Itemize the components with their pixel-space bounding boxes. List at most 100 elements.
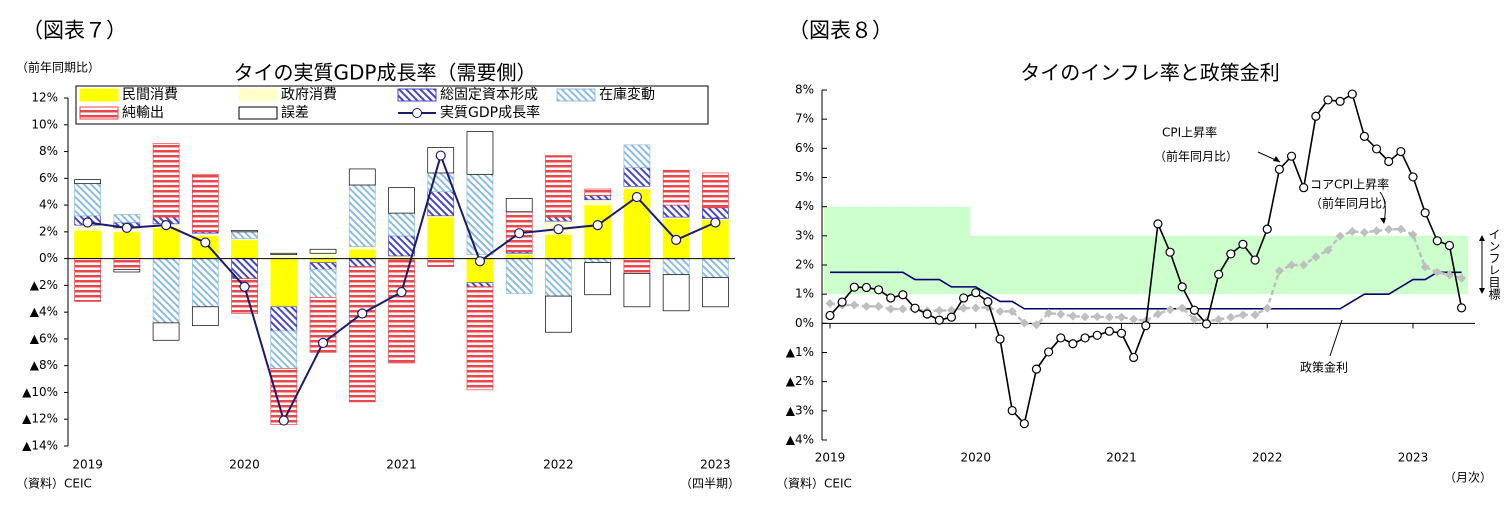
marker (631, 191, 643, 203)
legend-swatch (397, 88, 437, 102)
bar-segment (113, 268, 141, 273)
marker (1226, 312, 1236, 322)
bar-segment (584, 188, 612, 197)
bar-segment (427, 258, 455, 267)
x-tick-label: 2019 (72, 458, 103, 472)
target-band (1382, 235, 1396, 295)
marker (1056, 333, 1066, 343)
marker (1432, 236, 1442, 246)
bar-segment (545, 216, 572, 222)
target-band (884, 206, 898, 295)
target-band (823, 206, 837, 295)
bars (74, 131, 729, 425)
marker (971, 303, 981, 313)
marker (983, 297, 993, 307)
marker (710, 217, 721, 228)
marker (553, 224, 564, 235)
series-label: 政策金利 (1300, 360, 1348, 375)
bar-segment (584, 204, 612, 259)
marker (1238, 239, 1248, 249)
marker (1384, 156, 1394, 167)
target-band (1212, 235, 1226, 295)
bar-segment (113, 231, 141, 259)
marker (1007, 405, 1017, 416)
legend-swatch (79, 88, 119, 102)
marker (357, 308, 368, 319)
marker (1286, 151, 1297, 161)
bar-segment (388, 259, 415, 364)
target-band (896, 206, 910, 295)
target-band (921, 206, 934, 295)
marker (592, 220, 603, 231)
bar-segment (74, 230, 101, 259)
y-tick-label: 12% (31, 91, 58, 105)
series-note: （前年同月比） (1310, 196, 1394, 211)
marker (1274, 266, 1284, 276)
bar-segment (309, 268, 337, 298)
marker (1080, 312, 1090, 322)
target-band (908, 206, 922, 295)
bar-segment (623, 167, 651, 187)
target-band (1394, 235, 1408, 295)
y-tick-label: ▲2% (30, 278, 58, 292)
chart-2: 8% 7% 6% 5% 4% 3% 2% 1% 0% ▲1% ▲2% ▲3% ▲4%2019 2020 20… (786, 83, 1475, 465)
marker (1019, 419, 1029, 429)
band-label: インフレ目標 (1487, 228, 1501, 300)
x-tick-label: 2022 (1252, 451, 1283, 465)
bar-segment (427, 216, 455, 259)
bar-segment (270, 252, 298, 255)
marker (959, 293, 969, 303)
marker (160, 220, 172, 231)
y-tick-label: 0% (795, 316, 814, 330)
bar-segment (309, 258, 337, 263)
bar-segment (662, 258, 690, 276)
series-label: CPI上昇率 (1162, 125, 1217, 140)
y-tick-label: 2% (795, 258, 814, 272)
bar-segment (466, 286, 494, 391)
marker (1080, 333, 1090, 343)
target-band (1188, 235, 1201, 295)
bar-segment (191, 173, 219, 233)
marker (1250, 310, 1260, 320)
bar-segment (623, 144, 651, 168)
bar-segment (545, 155, 572, 218)
bar-segment (74, 179, 101, 185)
target-band (1030, 235, 1044, 295)
marker (1019, 318, 1029, 328)
marker (861, 301, 871, 311)
marker (1044, 347, 1054, 357)
y-tick-label: 3% (795, 228, 814, 242)
marker (317, 337, 329, 349)
y-tick-label: ▲3% (786, 403, 814, 417)
x-tick-label: 2022 (543, 458, 574, 472)
target-band (945, 206, 959, 295)
bar-segment (348, 184, 376, 247)
target-band (1054, 235, 1068, 295)
legend-label: 純輸出 (122, 105, 164, 121)
marker (1408, 230, 1418, 240)
y-tick-label: ▲8% (30, 358, 58, 372)
legend-label: 実質GDP成長率 (440, 104, 540, 121)
y-tick-label: ▲2% (786, 374, 814, 388)
marker (1335, 96, 1345, 106)
target-band (1139, 235, 1153, 295)
marker (1359, 227, 1369, 237)
target-band (860, 206, 874, 295)
y-axis-label: （前年同期比） (16, 60, 100, 75)
y-tick-label: ▲10% (22, 385, 58, 399)
marker (200, 237, 211, 248)
marker (474, 256, 486, 267)
y-tick-label: ▲4% (30, 305, 58, 319)
marker (934, 315, 944, 325)
bar-segment (466, 131, 494, 175)
bar-segment (348, 246, 376, 250)
arrow-head (1273, 156, 1280, 162)
marker (1141, 321, 1151, 331)
bar-segment (623, 272, 651, 308)
y-tick-label: 2% (39, 224, 58, 238)
marker (1262, 224, 1272, 234)
bar-segment (348, 248, 376, 259)
marker (1299, 183, 1309, 193)
marker (1384, 224, 1394, 234)
